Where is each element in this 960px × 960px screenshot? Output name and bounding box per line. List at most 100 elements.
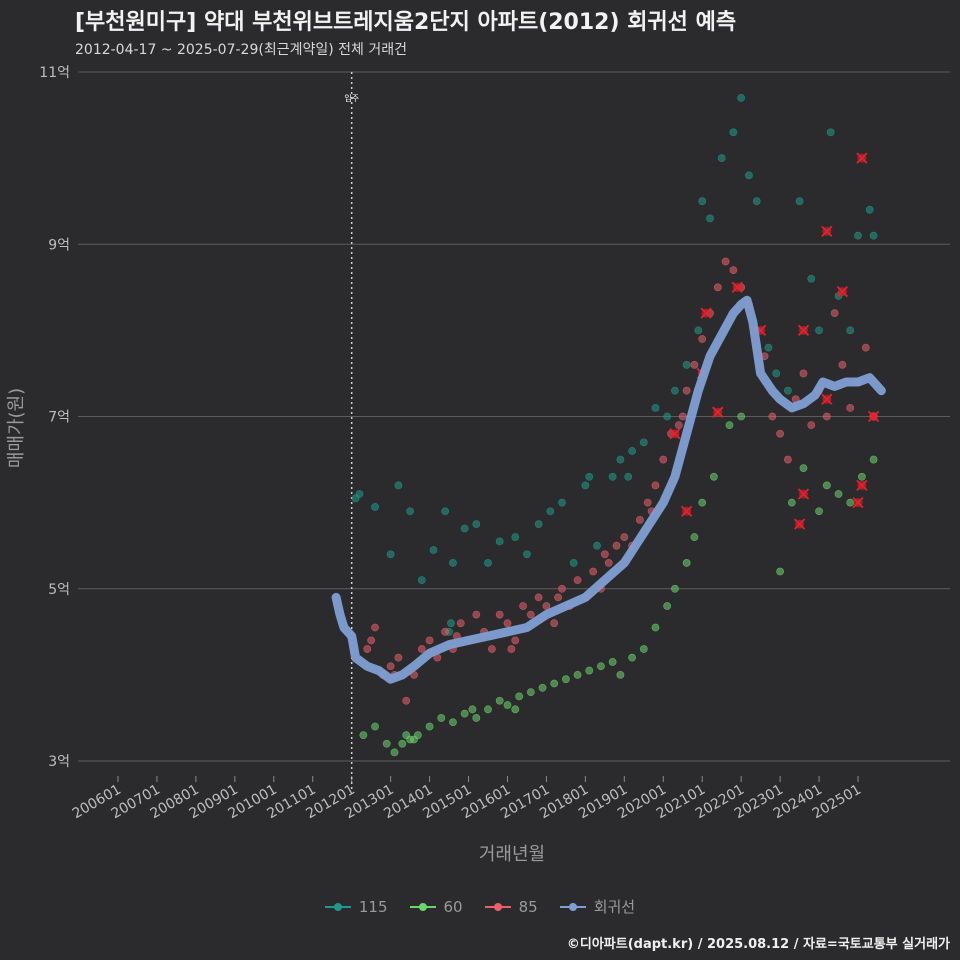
data-point-115 — [651, 403, 660, 412]
data-point-85 — [363, 645, 372, 653]
data-point-85 — [441, 627, 450, 636]
data-point-115 — [815, 326, 823, 335]
data-point-115 — [639, 438, 648, 447]
data-point-85 — [394, 653, 403, 662]
data-point-85 — [589, 567, 598, 576]
data-point-60 — [390, 748, 399, 757]
highlight-marker — [867, 410, 880, 423]
data-point-60 — [682, 559, 691, 567]
data-point-85 — [729, 266, 738, 274]
data-point-85 — [600, 550, 609, 559]
highlight-x — [669, 428, 681, 440]
highlight-marker — [821, 393, 833, 405]
data-point-85 — [651, 481, 660, 490]
data-point-115 — [854, 231, 862, 240]
data-point-115 — [581, 481, 590, 490]
y-tick-label: 11억 — [39, 65, 70, 81]
chart-subtitle: 2012-04-17 ~ 2025-07-29(최근계약일) 전체 거래건 — [75, 42, 407, 58]
highlight-x — [700, 307, 712, 319]
data-point-60 — [526, 688, 535, 696]
data-point-60 — [449, 718, 457, 727]
data-point-60 — [822, 481, 831, 490]
legend-swatch-regression — [559, 901, 586, 913]
data-point-115 — [585, 472, 594, 481]
data-point-115 — [706, 214, 714, 223]
data-point-115 — [795, 197, 804, 206]
data-point-85 — [721, 257, 730, 266]
data-point-115 — [441, 507, 450, 516]
data-point-85 — [682, 386, 691, 395]
data-point-85 — [550, 619, 559, 628]
data-point-60 — [869, 455, 878, 464]
data-point-115 — [807, 274, 816, 283]
data-point-115 — [869, 231, 878, 240]
data-point-60 — [690, 533, 699, 541]
data-point-115 — [826, 128, 835, 137]
data-point-60 — [495, 696, 504, 705]
highlight-x — [867, 410, 880, 423]
highlight-x — [797, 324, 810, 337]
y-axis-title: 매매가(원) — [6, 388, 27, 468]
y-tick-label: 9억 — [48, 237, 70, 253]
data-point-60 — [484, 705, 492, 714]
legend-item-85[interactable]: 85 — [484, 896, 538, 917]
axis-labels: 3억5억7억9억11억20060120070120080120090120100… — [39, 65, 864, 822]
data-point-115 — [729, 128, 738, 137]
data-point-85 — [511, 636, 520, 645]
highlight-marker — [731, 281, 743, 293]
data-point-60 — [787, 498, 796, 507]
data-point-85 — [783, 455, 792, 464]
data-point-60 — [550, 679, 559, 688]
data-point-115 — [846, 326, 855, 335]
legend-item-115[interactable]: 115 — [324, 896, 388, 917]
legend-label-60: 60 — [443, 897, 463, 916]
data-point-115 — [472, 520, 481, 529]
data-point-60 — [834, 490, 843, 498]
data-point-85 — [456, 619, 465, 628]
data-point-115 — [745, 171, 753, 180]
legend-label-115: 115 — [358, 897, 388, 916]
legend-item-60[interactable]: 60 — [409, 896, 463, 917]
data-point-60 — [597, 662, 605, 671]
data-point-60 — [371, 722, 379, 731]
data-point-85 — [674, 421, 683, 430]
highlight-x — [793, 518, 806, 530]
legend-item-regression[interactable]: 회귀선 — [559, 896, 635, 917]
data-point-85 — [861, 343, 870, 352]
data-point-115 — [783, 386, 792, 395]
data-point-60 — [737, 412, 746, 421]
chart-title: [부천원미구] 약대 부천위브트레지움2단지 아파트(2012) 회귀선 예측 — [75, 10, 737, 35]
highlight-marker — [797, 488, 810, 500]
data-point-85 — [472, 610, 481, 619]
data-point-85 — [830, 309, 839, 318]
data-point-85 — [503, 619, 512, 628]
data-point-60 — [585, 666, 594, 675]
data-point-60 — [857, 472, 866, 481]
data-point-60 — [573, 670, 582, 679]
highlight-x — [856, 152, 868, 164]
highlight-x — [821, 225, 833, 237]
data-point-60 — [776, 567, 785, 576]
data-point-85 — [807, 421, 816, 430]
data-point-115 — [624, 472, 633, 481]
data-point-115 — [511, 533, 520, 541]
data-point-60 — [425, 722, 434, 731]
data-point-60 — [663, 602, 672, 610]
data-point-85 — [487, 645, 496, 653]
data-point-115 — [417, 576, 426, 585]
highlight-marker — [836, 285, 849, 298]
data-point-85 — [768, 412, 777, 421]
highlight-x — [856, 479, 868, 492]
data-point-60 — [359, 731, 368, 740]
legend-swatch-60 — [409, 901, 436, 913]
highlight-x — [712, 406, 724, 418]
data-point-115 — [558, 498, 566, 507]
data-point-115 — [394, 481, 403, 490]
data-point-115 — [752, 197, 761, 206]
data-point-85 — [534, 593, 543, 602]
legend-label-85: 85 — [518, 897, 538, 916]
highlight-x — [731, 281, 743, 293]
data-point-60 — [671, 584, 679, 593]
data-point-115 — [534, 520, 543, 529]
